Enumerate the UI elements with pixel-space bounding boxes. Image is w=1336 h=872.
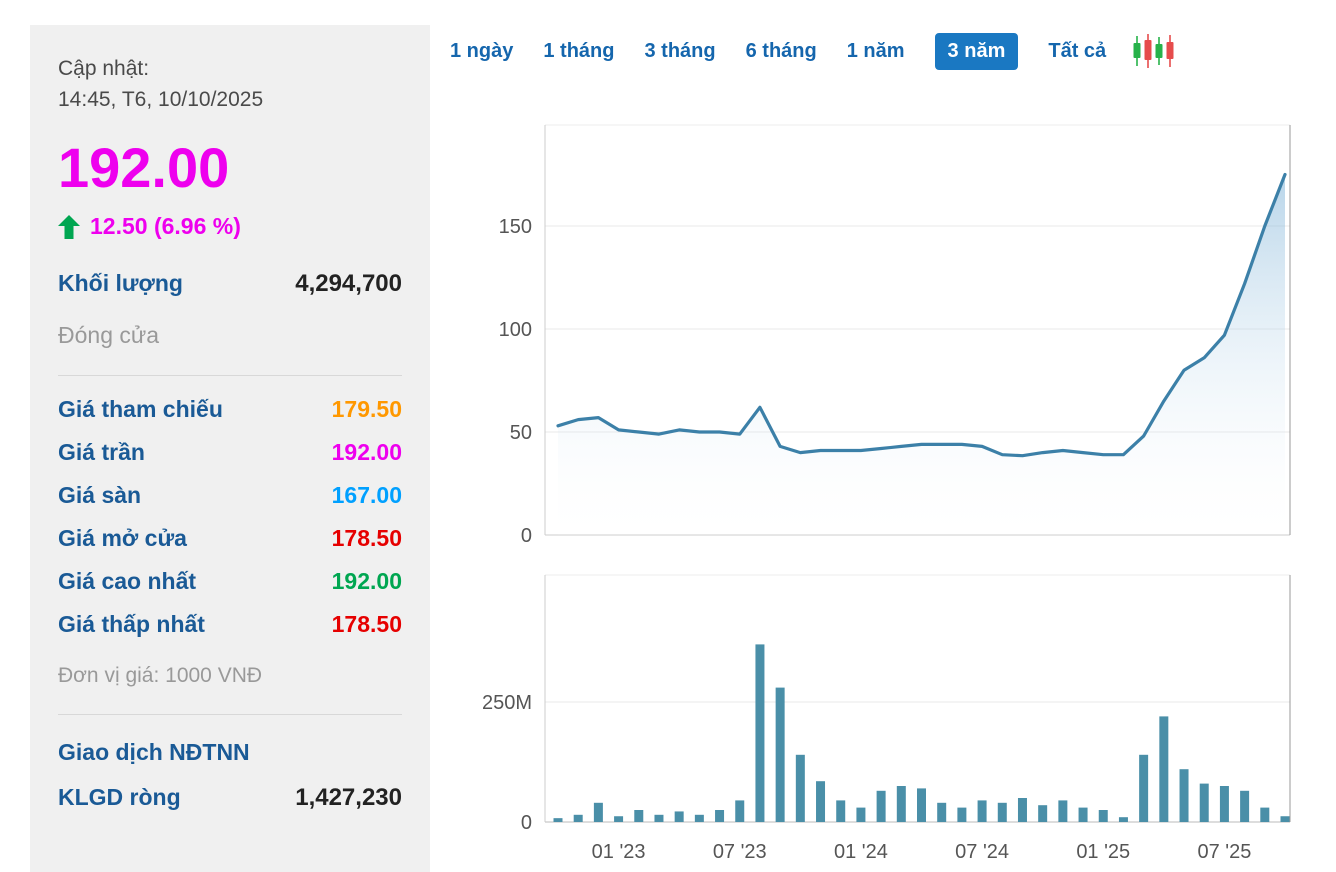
price-change-row: 12.50 (6.96 %) bbox=[58, 213, 402, 240]
price-info-row: Giá mở cửa 178.50 bbox=[58, 517, 402, 560]
svg-text:150: 150 bbox=[499, 216, 532, 238]
price-info-label: Giá trần bbox=[58, 439, 145, 465]
svg-text:0: 0 bbox=[521, 812, 532, 834]
close-label: Đóng cửa bbox=[58, 322, 160, 348]
foreign-trade-label: Giao dịch NĐTNN bbox=[58, 739, 250, 765]
current-price: 192.00 bbox=[58, 136, 230, 199]
up-arrow-icon bbox=[58, 214, 80, 239]
divider bbox=[58, 714, 402, 715]
price-unit-note: Đơn vị giá: 1000 VNĐ bbox=[58, 664, 263, 687]
price-volume-chart[interactable]: 0 50 100 150 0 250M 01 '23 07 '23 01 '24 07 '24 01… bbox=[440, 110, 1336, 872]
divider bbox=[58, 375, 402, 376]
update-time: 14:45, T6, 10/10/2025 bbox=[58, 88, 264, 111]
svg-text:0: 0 bbox=[521, 525, 532, 547]
update-label: Cập nhật: bbox=[58, 57, 150, 80]
price-info-value: 167.00 bbox=[331, 482, 402, 508]
price-info-label: Giá cao nhất bbox=[58, 568, 197, 594]
svg-text:100: 100 bbox=[499, 319, 532, 341]
svg-text:07 '23: 07 '23 bbox=[713, 841, 767, 863]
tab-1-ngay[interactable]: 1 ngày bbox=[450, 39, 514, 62]
price-info-label: Giá tham chiếu bbox=[58, 396, 223, 422]
svg-text:07 '24: 07 '24 bbox=[955, 841, 1009, 863]
price-info-label: Giá sàn bbox=[58, 482, 142, 508]
volume-label: Khối lượng bbox=[58, 270, 183, 296]
tab-3-nam[interactable]: 3 năm bbox=[934, 32, 1019, 70]
price-info-value: 192.00 bbox=[331, 568, 402, 594]
price-info-label: Giá thấp nhất bbox=[58, 611, 205, 637]
time-range-tabs: 1 ngày 1 tháng 3 tháng 6 tháng 1 năm 3 năm Tất… bbox=[450, 32, 1176, 70]
volume-value: 4,294,700 bbox=[295, 270, 402, 297]
tab-tat-ca[interactable]: Tất cả bbox=[1048, 39, 1107, 62]
price-info-table: Giá tham chiếu 179.50 Giá trần 192.00 Giá sà… bbox=[58, 388, 402, 646]
volume-row: Khối lượng 4,294,700 bbox=[58, 270, 402, 298]
net-volume-row: KLGD ròng 1,427,230 bbox=[58, 784, 402, 812]
price-info-value: 192.00 bbox=[331, 439, 402, 465]
tab-1-thang[interactable]: 1 tháng bbox=[543, 39, 615, 62]
svg-text:07 '25: 07 '25 bbox=[1197, 841, 1251, 863]
stock-summary-panel: Cập nhật: 14:45, T6, 10/10/2025 192.00 1… bbox=[30, 25, 430, 872]
tab-3-thang[interactable]: 3 tháng bbox=[644, 39, 716, 62]
net-volume-label: KLGD ròng bbox=[58, 784, 181, 810]
price-change: 12.50 (6.96 %) bbox=[90, 213, 241, 239]
price-info-row: Giá cao nhất 192.00 bbox=[58, 560, 402, 603]
price-info-value: 178.50 bbox=[331, 525, 402, 551]
price-info-value: 178.50 bbox=[331, 611, 402, 637]
price-info-label: Giá mở cửa bbox=[58, 525, 187, 551]
tab-6-thang[interactable]: 6 tháng bbox=[745, 39, 817, 62]
svg-text:01 '24: 01 '24 bbox=[834, 841, 888, 863]
price-info-value: 179.50 bbox=[331, 396, 402, 422]
price-info-row: Giá trần 192.00 bbox=[58, 431, 402, 474]
price-info-row: Giá sàn 167.00 bbox=[58, 474, 402, 517]
svg-text:01 '23: 01 '23 bbox=[592, 841, 646, 863]
tab-1-nam[interactable]: 1 năm bbox=[846, 39, 905, 62]
svg-text:01 '25: 01 '25 bbox=[1076, 841, 1130, 863]
svg-text:250M: 250M bbox=[482, 692, 532, 714]
tab-list: 1 ngày 1 tháng 3 tháng 6 tháng 1 năm 3 năm Tất… bbox=[450, 32, 1107, 70]
price-info-row: Giá thấp nhất 178.50 bbox=[58, 603, 402, 646]
candlestick-chart-icon[interactable] bbox=[1130, 32, 1176, 70]
price-info-row: Giá tham chiếu 179.50 bbox=[58, 388, 402, 431]
net-volume-value: 1,427,230 bbox=[295, 784, 402, 811]
svg-text:50: 50 bbox=[510, 422, 532, 444]
